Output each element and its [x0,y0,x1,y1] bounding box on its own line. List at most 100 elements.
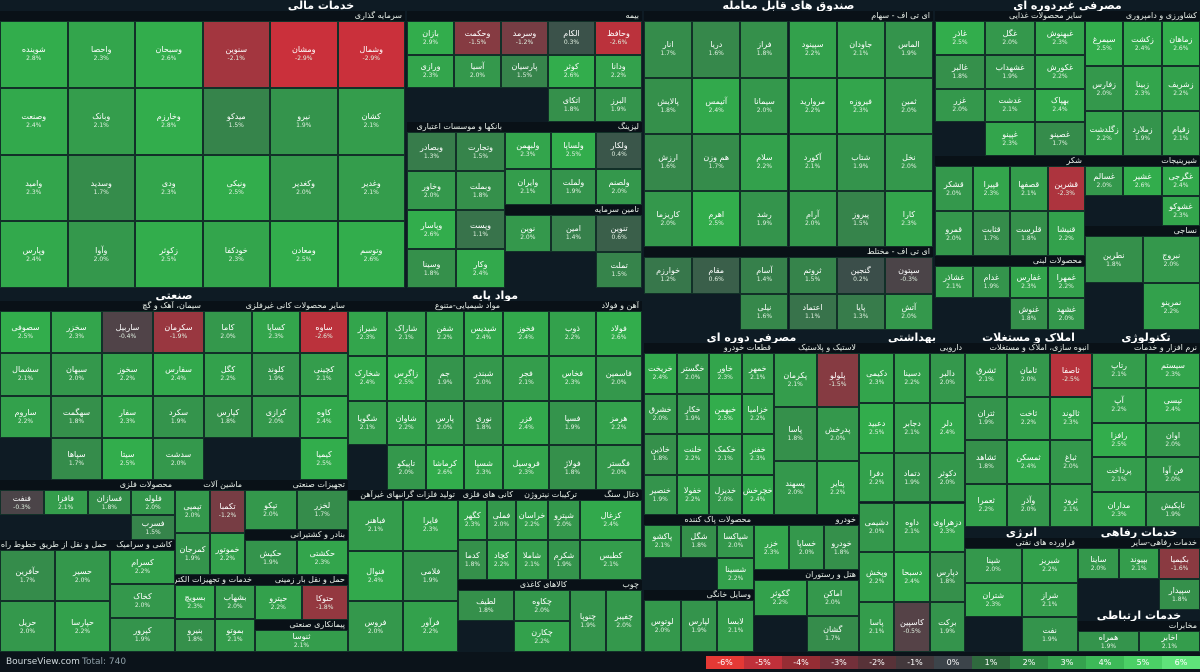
stock-tile[interactable]: وصنعت 2.4% [0,87,68,155]
stock-tile[interactable]: زشریف 2.2% [1161,66,1200,111]
stock-tile[interactable]: خنصیر 1.9% [644,474,677,515]
stock-tile[interactable]: غاذر 2.5% [935,21,985,55]
stock-tile[interactable]: کزغال 2.4% [580,500,642,540]
stock-tile[interactable]: چنوپا 1.9% [570,590,606,652]
stock-tile[interactable]: انار 1.7% [644,21,693,78]
stock-tile[interactable]: ولساپا 2.5% [550,132,597,169]
stock-tile[interactable]: آکورد 2.1% [788,134,837,191]
stock-tile[interactable]: ساروم 2.2% [0,395,51,438]
stock-tile[interactable]: وسبحان 2.6% [135,21,203,88]
stock-tile[interactable]: مداران 2.3% [1092,492,1146,527]
stock-tile[interactable]: زاگرس 2.5% [386,355,426,401]
stock-tile[interactable]: ثباغ 2.0% [1049,440,1092,484]
stock-tile[interactable]: حپارسا 2.2% [55,601,110,652]
stock-tile[interactable]: ذوب 2.2% [549,311,596,356]
stock-tile[interactable]: خاور 2.3% [709,353,742,394]
stock-tile[interactable]: شبریز 2.2% [1021,548,1078,583]
stock-tile[interactable]: خراسان 2.2% [516,500,548,540]
stock-tile[interactable]: فسپا 1.9% [549,400,596,446]
stock-tile[interactable]: همراه 1.9% [1078,631,1139,652]
stock-tile[interactable]: پکرمان 2.1% [774,353,817,407]
stock-tile[interactable]: خشرق 2.0% [644,393,677,434]
stock-tile[interactable]: نوری 1.8% [464,400,503,446]
stock-tile[interactable]: بسویچ 2.3% [175,585,215,619]
stock-tile[interactable]: قنیشا 2.2% [1047,211,1085,256]
stock-tile[interactable]: سپتون -0.3% [884,257,933,294]
stock-tile[interactable]: ساربیل -0.4% [102,311,153,354]
stock-tile[interactable]: زکشت 2.4% [1123,21,1162,66]
stock-tile[interactable]: آتش 2.0% [884,293,933,330]
stock-tile[interactable]: کشان 2.1% [337,87,405,155]
stock-tile[interactable]: هم وزن 1.7% [692,134,741,191]
stock-tile[interactable]: بموتو 2.1% [215,618,255,652]
stock-tile[interactable]: شوینده 2.8% [0,21,68,88]
stock-tile[interactable]: آرام 2.0% [788,190,837,247]
stock-tile[interactable]: وخارزم 2.8% [135,87,203,155]
stock-tile[interactable]: فرآور 2.2% [403,601,458,652]
stock-tile[interactable]: امین 1.4% [550,215,597,252]
stock-tile[interactable]: غگرجی 2.4% [1161,166,1200,196]
stock-tile[interactable]: ثامان 2.0% [1007,353,1050,397]
stock-tile[interactable]: دتماد 1.9% [894,452,930,503]
stock-tile[interactable]: وحکمت -1.5% [454,21,501,55]
stock-tile[interactable]: ثالوند 2.3% [1049,396,1092,440]
stock-tile[interactable]: دالبر 2.0% [929,353,965,403]
stock-tile[interactable]: تنوین 0.6% [596,215,642,252]
stock-tile[interactable]: وآذر 2.0% [1007,483,1050,527]
stock-tile[interactable]: سیمانا 2.0% [740,77,789,134]
stock-tile[interactable]: وسینا 1.8% [407,249,456,288]
stock-tile[interactable]: شفن 2.2% [425,311,465,356]
stock-tile[interactable]: وخاور 2.0% [407,171,456,210]
stock-tile[interactable]: کلوند 1.9% [252,353,300,396]
stock-tile[interactable]: خودرو 1.8% [824,525,859,570]
stock-tile[interactable]: شاملا 2.1% [516,540,548,580]
stock-tile[interactable]: فایرا 2.3% [403,500,458,551]
stock-tile[interactable]: سبهان 2.0% [51,353,102,396]
stock-tile[interactable]: الکام 0.3% [548,21,595,55]
stock-tile[interactable]: سشمال 2.1% [0,353,51,396]
stock-tile[interactable]: خریخت 2.4% [644,353,677,394]
stock-tile[interactable]: سصوفی 2.5% [0,311,51,354]
stock-tile[interactable]: قپیرا 2.3% [972,166,1010,211]
stock-tile[interactable]: شپاکسا 2.0% [717,525,754,558]
stock-tile[interactable]: کمرجان 1.9% [175,532,210,575]
stock-tile[interactable]: کپارس 1.8% [204,395,252,438]
stock-tile[interactable]: گشان 1.7% [806,616,859,652]
stock-tile[interactable]: شاوان 2.2% [386,400,426,446]
stock-tile[interactable]: چفیبر 2.0% [606,590,642,652]
stock-tile[interactable]: پتایر 2.2% [816,461,859,515]
stock-tile[interactable]: لوتوس 2.0% [644,600,681,652]
stock-tile[interactable]: ثاصفا -2.5% [1049,353,1092,397]
stock-tile[interactable]: پاکشو 2.1% [644,525,681,558]
stock-tile[interactable]: سفار 2.3% [102,395,153,438]
stock-tile[interactable]: حکیش 1.9% [245,540,297,575]
stock-tile[interactable]: بهپاک 2.4% [1035,88,1085,123]
stock-tile[interactable]: تملت 1.5% [596,251,642,288]
stock-tile[interactable]: حتوکا -1.8% [301,585,348,620]
stock-tile[interactable]: وبانک 2.1% [67,87,135,155]
stock-tile[interactable]: ارزش 1.6% [644,134,693,191]
stock-tile[interactable]: شیراز 2.3% [348,311,387,356]
stock-tile[interactable]: دفرا 2.2% [859,452,895,503]
stock-tile[interactable]: سیتا 2.5% [102,437,153,480]
stock-tile[interactable]: اتکای 1.8% [548,88,595,122]
stock-tile[interactable]: ساینا 2.0% [1078,548,1119,579]
stock-tile[interactable]: شتاب 1.9% [836,134,885,191]
stock-tile[interactable]: چکارن 2.2% [514,621,570,652]
stock-tile[interactable]: خزر 2.3% [754,525,789,570]
stock-tile[interactable]: ثاخت 2.2% [1007,396,1050,440]
stock-tile[interactable]: لابسا 2.1% [717,600,754,652]
stock-tile[interactable]: پرداخت 2.1% [1092,457,1146,493]
stock-tile[interactable]: تپکو 2.0% [245,490,297,530]
stock-tile[interactable]: هرمز 2.2% [595,400,642,446]
stock-tile[interactable]: وسدید 1.7% [67,154,135,222]
stock-tile[interactable]: فراز 1.8% [740,21,789,78]
stock-tile[interactable]: کاما 2.0% [204,311,252,354]
stock-tile[interactable]: کخاک 2.0% [110,584,175,618]
stock-tile[interactable]: شگل 1.8% [680,525,718,558]
stock-tile[interactable]: نبروج 2.0% [1142,236,1200,283]
stock-tile[interactable]: کاوه 2.4% [300,395,348,438]
stock-tile[interactable]: خوارزم 1.2% [644,257,693,294]
stock-tile[interactable]: داوه 2.1% [894,502,930,553]
stock-tile[interactable]: شراز 2.1% [1021,582,1078,618]
